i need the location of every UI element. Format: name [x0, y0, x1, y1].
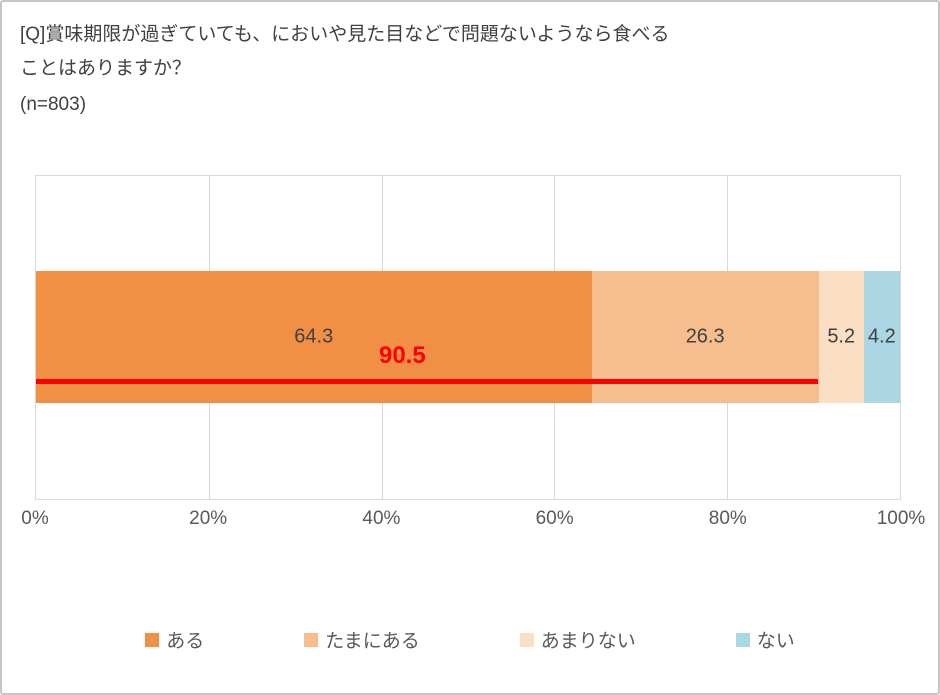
legend-item-nai: ない [735, 626, 795, 653]
x-tick: 100% [876, 508, 926, 529]
x-axis: 0% 20% 40% 60% 80% 100% [21, 508, 925, 538]
bar-segment-nai: 4.2 [863, 271, 900, 403]
bar-segment-amari-nai: 5.2 [818, 271, 864, 403]
x-tick: 80% [708, 508, 747, 529]
plot-area: 64.3 26.3 5.2 4.2 90.5 [35, 175, 901, 500]
x-tick: 40% [362, 508, 401, 529]
legend-item-aru: ある [145, 626, 204, 653]
legend-item-amari-nai: あまりない [519, 626, 636, 653]
legend-label: ある [166, 631, 205, 652]
sample-size: (n=803) [20, 94, 87, 115]
legend-label: ない [756, 631, 795, 652]
bar-value-label: 26.3 [685, 325, 725, 348]
bar-value-label: 5.2 [827, 325, 856, 348]
x-tick: 60% [535, 508, 574, 529]
bar-value-label: 64.3 [294, 325, 334, 348]
legend-label: たまにある [325, 631, 420, 652]
legend-label: あまりない [540, 631, 636, 652]
bar-value-label: 4.2 [867, 325, 896, 348]
chart-header: [Q]賞味期限が過ぎていても、においや見た目などで問題ないようなら食べる ことは… [20, 18, 670, 122]
chart-title-line2: ことはありますか？ [20, 58, 192, 79]
x-tick: 20% [189, 508, 228, 529]
legend-item-tamani-aru: たまにある [304, 626, 420, 653]
chart-title-line1: [Q]賞味期限が過ぎていても、においや見た目などで問題ないようなら食べる [20, 24, 670, 45]
legend-swatch-icon [519, 632, 534, 647]
x-tick: 0% [21, 508, 49, 529]
legend-swatch-icon [145, 632, 160, 647]
legend-swatch-icon [304, 632, 319, 647]
annotation-label: 90.5 [378, 342, 426, 369]
legend-swatch-icon [735, 632, 750, 647]
legend: ある たまにある あまりない ない [2, 626, 938, 653]
annotation-line [36, 379, 818, 384]
